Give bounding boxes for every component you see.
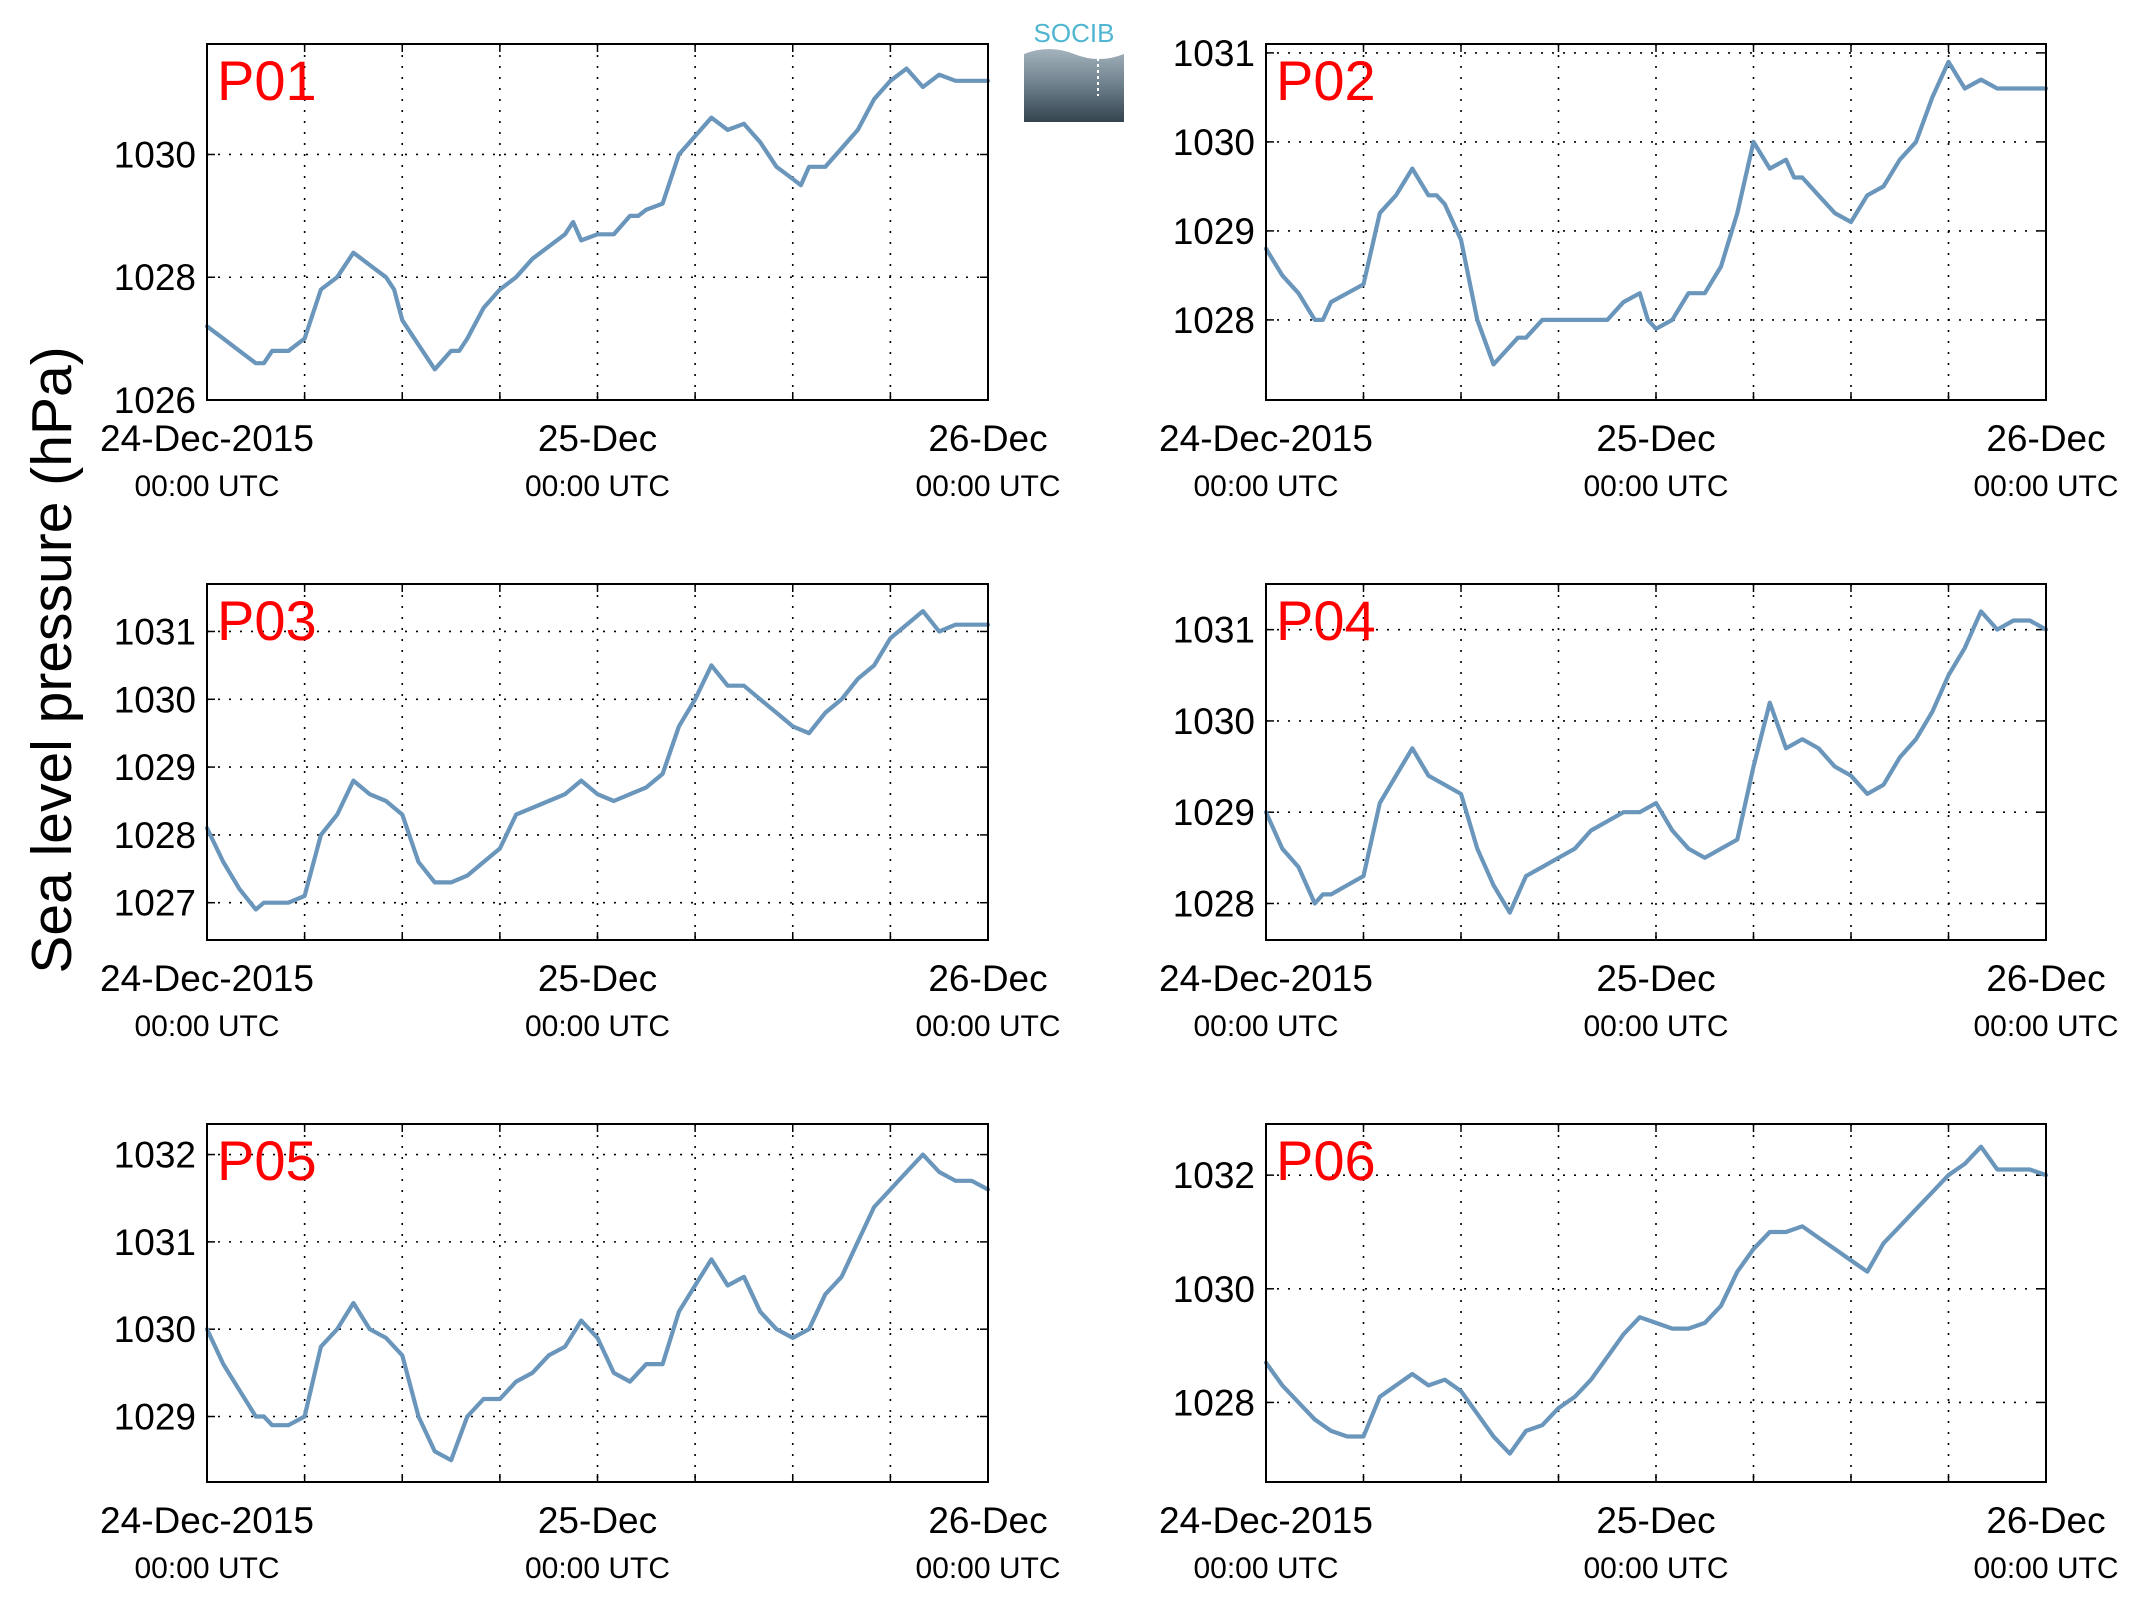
panel-3-ytick-label: 1028 <box>114 815 196 856</box>
panel-6-ytick-label: 1028 <box>1173 1382 1255 1423</box>
panel-3-label: P03 <box>217 589 317 652</box>
panel-2-ytick-label: 1028 <box>1173 300 1255 341</box>
panel-5-ytick-label: 1030 <box>114 1309 196 1350</box>
panel-6-xtick-sublabel: 00:00 UTC <box>1193 1552 1338 1585</box>
panel-5-xtick-label: 26-Dec <box>928 1500 1047 1541</box>
panel-4-xtick-sublabel: 00:00 UTC <box>1193 1010 1338 1043</box>
panel-4-xtick-sublabel: 00:00 UTC <box>1973 1010 2118 1043</box>
panel-2-series-line <box>1263 59 2049 367</box>
panel-3-ytick-label: 1031 <box>114 611 196 652</box>
panel-2-label: P02 <box>1276 49 1376 112</box>
panel-3-xtick-label: 24-Dec-2015 <box>100 958 314 999</box>
panel-2-xtick-sublabel: 00:00 UTC <box>1973 470 2118 503</box>
panel-5-label: P05 <box>217 1129 317 1192</box>
panel-3-axes-frame <box>206 583 989 941</box>
y-axis-label-container: Sea level pressure (hPa) <box>2 150 102 1170</box>
panel-5-xtick-sublabel: 00:00 UTC <box>915 1552 1060 1585</box>
panel-5-xtick-label: 24-Dec-2015 <box>100 1500 314 1541</box>
panel-2-xtick-sublabel: 00:00 UTC <box>1193 470 1338 503</box>
panel-6-series-line <box>1263 1144 2049 1456</box>
socib-logo: SOCIB <box>1024 18 1124 122</box>
panel-2-ytick-label: 1031 <box>1173 33 1255 74</box>
panel-2-ytick-label: 1029 <box>1173 211 1255 252</box>
panel-6-plot-area <box>1266 1124 2046 1482</box>
panel-4-ytick-label: 1031 <box>1173 610 1255 651</box>
panel-5-ytick-label: 1029 <box>114 1397 196 1438</box>
panel-1-label: P01 <box>217 49 317 112</box>
panel-1-xtick-sublabel: 00:00 UTC <box>134 470 279 503</box>
panel-1-xtick-sublabel: 00:00 UTC <box>915 470 1060 503</box>
panel-4-ytick-label: 1030 <box>1173 701 1255 742</box>
panel-1-series-line <box>204 66 991 372</box>
panel-2-axes-frame <box>1265 43 2047 401</box>
panel-3-ytick-label: 1029 <box>114 747 196 788</box>
panel-5-ytick-label: 1031 <box>114 1222 196 1263</box>
panel-3-xtick-label: 26-Dec <box>928 958 1047 999</box>
panel-2-ytick-label: 1030 <box>1173 122 1255 163</box>
panel-6-ytick-label: 1032 <box>1173 1155 1255 1196</box>
panel-6-axes-frame <box>1265 1123 2047 1483</box>
panel-1-xtick-label: 25-Dec <box>538 418 657 459</box>
panel-1-xtick-label: 26-Dec <box>928 418 1047 459</box>
panel-6-xtick-label: 25-Dec <box>1596 1500 1715 1541</box>
panel-3-xtick-label: 25-Dec <box>538 958 657 999</box>
panel-4-xtick-label: 25-Dec <box>1596 958 1715 999</box>
panel-2-xtick-label: 24-Dec-2015 <box>1159 418 1373 459</box>
panel-1-xtick-label: 24-Dec-2015 <box>100 418 314 459</box>
panel-5-axes-frame <box>206 1123 989 1483</box>
panel-6-xtick-sublabel: 00:00 UTC <box>1583 1552 1728 1585</box>
panel-4-series-line <box>1263 609 2049 915</box>
panel-5-ytick-label: 1032 <box>114 1135 196 1176</box>
panel-3-ytick-label: 1027 <box>114 883 196 924</box>
panel-4-xtick-label: 26-Dec <box>1986 958 2105 999</box>
panel-2-xtick-sublabel: 00:00 UTC <box>1583 470 1728 503</box>
panel-4-xtick-sublabel: 00:00 UTC <box>1583 1010 1728 1043</box>
panel-4-xtick-label: 24-Dec-2015 <box>1159 958 1373 999</box>
panel-4-label: P04 <box>1276 589 1376 652</box>
panel-3-xtick-sublabel: 00:00 UTC <box>525 1010 670 1043</box>
panel-4-axes-frame <box>1265 583 2047 941</box>
panel-1-axes-frame <box>206 43 989 401</box>
panel-6-xtick-label: 24-Dec-2015 <box>1159 1500 1373 1541</box>
panel-1-xtick-sublabel: 00:00 UTC <box>525 470 670 503</box>
panel-1-ytick-label: 1030 <box>114 134 196 175</box>
panel-3-xtick-sublabel: 00:00 UTC <box>915 1010 1060 1043</box>
panel-3-ytick-label: 1030 <box>114 679 196 720</box>
panel-4-ytick-label: 1028 <box>1173 883 1255 924</box>
panel-2-xtick-label: 26-Dec <box>1986 418 2105 459</box>
panel-2-xtick-label: 25-Dec <box>1596 418 1715 459</box>
panel-6-label: P06 <box>1276 1129 1376 1192</box>
panel-6-xtick-sublabel: 00:00 UTC <box>1973 1552 2118 1585</box>
panel-3-series-line <box>204 609 991 912</box>
logo-text: SOCIB <box>1034 18 1115 48</box>
panel-4-ytick-label: 1029 <box>1173 792 1255 833</box>
panel-5-xtick-sublabel: 00:00 UTC <box>134 1552 279 1585</box>
y-axis-label: Sea level pressure (hPa) <box>20 346 84 974</box>
panel-5-xtick-sublabel: 00:00 UTC <box>525 1552 670 1585</box>
panel-1-ytick-label: 1026 <box>114 380 196 421</box>
panel-1-ytick-label: 1028 <box>114 257 196 298</box>
panel-5-xtick-label: 25-Dec <box>538 1500 657 1541</box>
panel-5-plot-area <box>207 1124 988 1482</box>
panel-6-ytick-label: 1030 <box>1173 1269 1255 1310</box>
panel-5-series-line <box>204 1152 991 1463</box>
panel-6-xtick-label: 26-Dec <box>1986 1500 2105 1541</box>
panel-3-xtick-sublabel: 00:00 UTC <box>134 1010 279 1043</box>
